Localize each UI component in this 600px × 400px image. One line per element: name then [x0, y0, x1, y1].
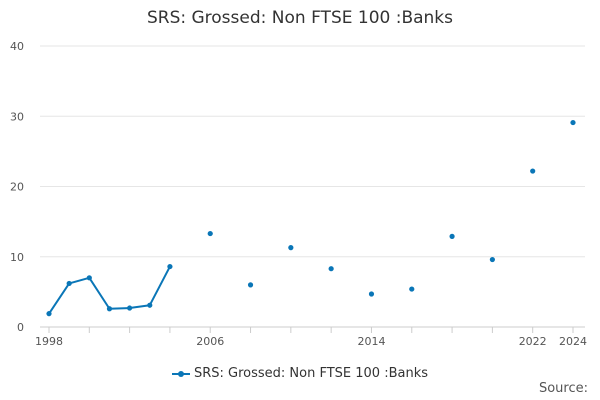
data-point[interactable]	[167, 263, 173, 270]
x-tick-label: 2006	[196, 335, 224, 348]
data-point[interactable]	[147, 302, 153, 308]
y-tick-labels: 0 10 20 30 40	[10, 40, 24, 334]
y-tick-label: 20	[10, 181, 24, 194]
y-tick-label: 40	[10, 40, 24, 53]
data-point[interactable]	[46, 311, 52, 317]
legend-label: SRS: Grossed: Non FTSE 100 :Banks	[193, 366, 429, 381]
data-point[interactable]	[489, 256, 495, 263]
x-axis: 1998 2006 2014 2022 2024	[35, 326, 587, 348]
data-point[interactable]	[449, 233, 455, 239]
x-tick-label: 2014	[357, 335, 385, 348]
data-point[interactable]	[328, 266, 334, 272]
legend-swatch	[171, 369, 190, 379]
data-point[interactable]	[409, 286, 415, 292]
data-point[interactable]	[106, 306, 113, 312]
series-points	[46, 119, 576, 317]
y-tick-label: 0	[17, 321, 24, 334]
data-point[interactable]	[368, 291, 375, 297]
x-tick-label: 1998	[35, 335, 63, 348]
x-tick-label: 2024	[559, 335, 587, 348]
data-point[interactable]	[86, 275, 92, 281]
grid-lines	[40, 45, 585, 258]
data-point[interactable]	[570, 119, 576, 126]
legend-item[interactable]: SRS: Grossed: Non FTSE 100 :Banks	[171, 366, 429, 381]
data-point[interactable]	[247, 282, 254, 288]
legend: SRS: Grossed: Non FTSE 100 :Banks	[0, 366, 600, 383]
data-point[interactable]	[530, 168, 536, 174]
data-point[interactable]	[127, 305, 133, 311]
source-label: Source:	[538, 381, 588, 396]
data-point[interactable]	[66, 280, 72, 287]
y-tick-label: 10	[10, 251, 24, 264]
data-point[interactable]	[207, 230, 213, 237]
data-point[interactable]	[288, 245, 294, 251]
x-tick-label: 2022	[519, 335, 547, 348]
chart-title: SRS: Grossed: Non FTSE 100 :Banks	[146, 8, 454, 28]
y-tick-label: 30	[10, 110, 24, 123]
